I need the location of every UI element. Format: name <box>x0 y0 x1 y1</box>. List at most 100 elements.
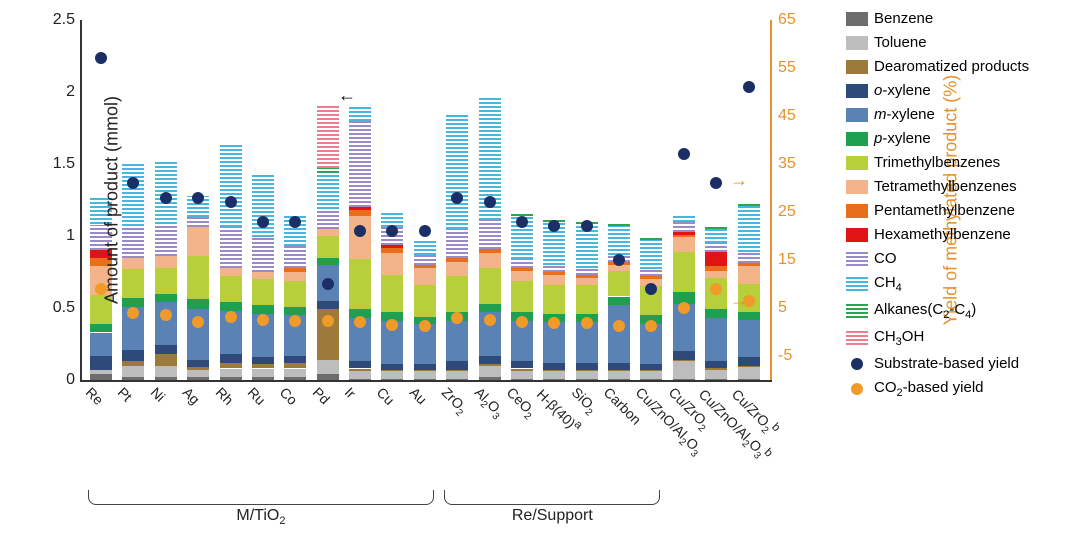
y-left-tick: 0.5 <box>40 299 75 317</box>
point-co2 <box>127 307 139 319</box>
legend-swatch <box>846 204 868 218</box>
seg-p-xylene <box>220 302 242 311</box>
seg-Benzene <box>381 379 403 380</box>
seg-Trimethylbenzenes <box>479 268 501 304</box>
seg-Alkanes <box>640 237 662 240</box>
point-substrate <box>516 216 528 228</box>
seg-Tetramethylbenzenes <box>738 266 760 283</box>
x-label: Ag <box>180 384 203 407</box>
seg-CO <box>446 229 468 258</box>
y-left-tick: 1 <box>40 227 75 245</box>
point-co2 <box>678 302 690 314</box>
point-co2 <box>289 315 301 327</box>
legend-label: CO2-based yield <box>874 379 984 399</box>
legend-label: m-xylene <box>874 106 935 123</box>
seg-CO <box>414 255 436 265</box>
seg-CH4 <box>738 206 760 252</box>
seg-o-xylene <box>252 357 274 364</box>
point-substrate <box>225 196 237 208</box>
seg-Dearomatized <box>155 354 177 366</box>
seg-Dearomatized <box>576 370 598 371</box>
legend-item: Dearomatized products <box>846 58 1080 75</box>
seg-o-xylene <box>738 357 760 366</box>
seg-m-xylene <box>608 305 630 363</box>
seg-Hexamethylbenzene <box>381 245 403 248</box>
seg-Toluene <box>381 371 403 378</box>
seg-Tetramethylbenzenes <box>155 256 177 268</box>
seg-Trimethylbenzenes <box>576 285 598 314</box>
x-label: Cu <box>374 384 398 408</box>
x-label: Pt <box>115 384 136 405</box>
seg-Tetramethylbenzenes <box>543 275 565 285</box>
point-substrate <box>257 216 269 228</box>
seg-Toluene <box>187 370 209 377</box>
seg-Benzene <box>673 379 695 380</box>
legend-swatch <box>846 36 868 50</box>
seg-Pentamethylbenzene <box>446 258 468 262</box>
seg-m-xylene <box>705 318 727 361</box>
legend-item: Hexamethylbenzene <box>846 226 1080 243</box>
seg-o-xylene <box>220 354 242 363</box>
seg-Trimethylbenzenes <box>349 259 371 309</box>
seg-Tetramethylbenzenes <box>446 262 468 276</box>
seg-Dearomatized <box>705 368 727 369</box>
seg-p-xylene <box>608 297 630 306</box>
seg-Toluene <box>284 369 306 378</box>
x-label: Pd <box>309 384 332 407</box>
y-right-tick: 15 <box>778 251 813 269</box>
seg-Benzene <box>122 377 144 380</box>
legend-label: Benzene <box>874 10 933 27</box>
seg-CH3OH <box>317 104 339 169</box>
legend-label: Dearomatized products <box>874 58 1029 75</box>
seg-o-xylene <box>414 364 436 370</box>
right-axis <box>770 20 772 380</box>
seg-Hexamethylbenzene <box>673 232 695 235</box>
seg-p-xylene <box>155 294 177 303</box>
seg-Trimethylbenzenes <box>381 275 403 312</box>
legend-swatch <box>846 108 868 122</box>
x-label: Co <box>277 384 301 408</box>
seg-o-xylene <box>381 364 403 370</box>
seg-CO <box>543 265 565 272</box>
seg-Toluene <box>414 371 436 378</box>
seg-CH4 <box>608 226 630 255</box>
seg-Dearomatized <box>187 367 209 370</box>
seg-Pentamethylbenzene <box>284 268 306 272</box>
seg-Dearomatized <box>284 363 306 369</box>
legend-label: Tetramethylbenzenes <box>874 178 1017 195</box>
y-right-tick: 25 <box>778 203 813 221</box>
legend-item: o-xylene <box>846 82 1080 99</box>
seg-Tetramethylbenzenes <box>349 216 371 259</box>
point-co2 <box>613 320 625 332</box>
seg-Benzene <box>479 377 501 380</box>
seg-p-xylene <box>187 299 209 309</box>
seg-Tetramethylbenzenes <box>705 271 727 278</box>
seg-Toluene <box>349 371 371 378</box>
legend-item: CO <box>846 250 1080 267</box>
seg-o-xylene <box>155 345 177 354</box>
legend-swatch <box>846 12 868 26</box>
legend-item: Tetramethylbenzenes <box>846 178 1080 195</box>
y-right-tick: -5 <box>778 347 813 365</box>
seg-m-xylene <box>446 321 468 361</box>
point-substrate <box>354 225 366 237</box>
legend-swatch <box>846 132 868 146</box>
seg-Benzene <box>90 374 112 380</box>
seg-Benzene <box>446 379 468 380</box>
point-substrate <box>451 192 463 204</box>
legend-swatch <box>846 331 868 345</box>
point-substrate <box>419 225 431 237</box>
point-substrate <box>322 278 334 290</box>
seg-Pentamethylbenzene <box>511 268 533 271</box>
seg-Trimethylbenzenes <box>543 285 565 314</box>
seg-CO <box>640 269 662 276</box>
legend-item: m-xylene <box>846 106 1080 123</box>
seg-Dearomatized <box>738 366 760 367</box>
group-label: M/TiO2 <box>88 507 434 527</box>
legend-item: CH4 <box>846 274 1080 294</box>
seg-CH4 <box>317 173 339 209</box>
seg-Tetramethylbenzenes <box>576 278 598 285</box>
seg-Alkanes <box>317 168 339 172</box>
seg-Toluene <box>640 371 662 378</box>
seg-CO <box>705 243 727 252</box>
